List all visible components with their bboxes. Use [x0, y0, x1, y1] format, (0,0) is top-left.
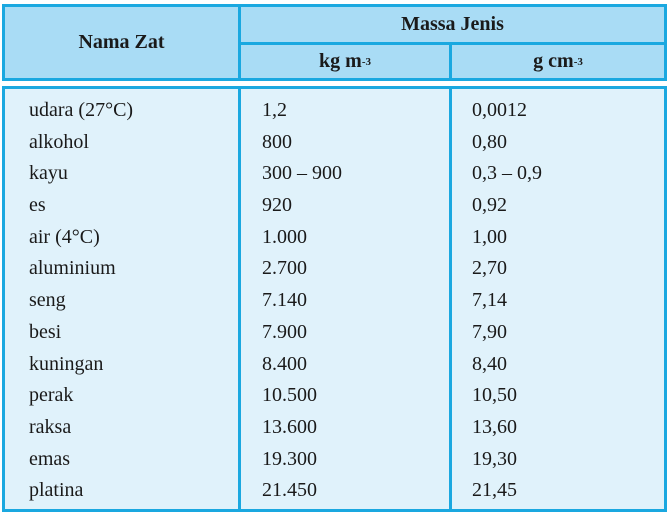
cell-kg-m3: 8.400 — [262, 352, 307, 375]
cell-kg-m3: 2.700 — [262, 257, 307, 280]
header-unit-g-cm3: g cm -3 — [533, 50, 583, 72]
cell-g-cm3: 1,00 — [472, 225, 507, 248]
cell-g-cm3: 10,50 — [472, 384, 517, 407]
cell-kg-m3: 1.000 — [262, 225, 307, 248]
table-body: udara (27°C) 1,2 0,0012 alkohol 800 0,80 kay… — [2, 86, 667, 512]
unit-g-label: g cm — [533, 50, 574, 72]
cell-g-cm3: 0,0012 — [472, 99, 527, 121]
cell-g-cm3: 2,70 — [472, 257, 507, 280]
table-row: es 920 0,92 — [5, 190, 664, 222]
table-header: Nama Zat Massa Jenis kg m -3 g cm -3 — [2, 4, 667, 81]
table-row: air (4°C) 1.000 1,00 — [5, 222, 664, 254]
cell-g-cm3: 8,40 — [472, 352, 507, 375]
cell-name: perak — [29, 384, 74, 407]
cell-kg-m3: 10.500 — [262, 384, 317, 407]
table-row: perak 10.500 10,50 — [5, 380, 664, 412]
cell-g-cm3: 13,60 — [472, 415, 517, 438]
cell-g-cm3: 19,30 — [472, 447, 517, 470]
cell-name: aluminium — [29, 257, 116, 280]
cell-name: emas — [29, 447, 71, 470]
cell-g-cm3: 7,90 — [472, 320, 507, 343]
table-row: alkohol 800 0,80 — [5, 127, 664, 159]
column-divider — [238, 89, 241, 509]
density-table: Nama Zat Massa Jenis kg m -3 g cm -3 udara… — [2, 4, 667, 512]
cell-kg-m3: 21.450 — [262, 479, 317, 502]
cell-kg-m3: 300 – 900 — [262, 162, 342, 185]
cell-g-cm3: 0,3 – 0,9 — [472, 162, 542, 185]
table-row: seng 7.140 7,14 — [5, 285, 664, 317]
cell-g-cm3: 7,14 — [472, 289, 507, 312]
cell-kg-m3: 19.300 — [262, 447, 317, 470]
cell-kg-m3: 7.140 — [262, 289, 307, 312]
table-row: kuningan 8.400 8,40 — [5, 349, 664, 381]
header-massa-jenis: Massa Jenis — [241, 7, 664, 45]
cell-name: kayu — [29, 162, 68, 185]
cell-name: besi — [29, 320, 62, 343]
cell-name: platina — [29, 479, 84, 502]
cell-kg-m3: 1,2 — [262, 99, 287, 121]
table-row: emas 19.300 19,30 — [5, 444, 664, 476]
table-row: platina 21.450 21,45 — [5, 475, 664, 507]
cell-kg-m3: 920 — [262, 194, 292, 217]
cell-name: raksa — [29, 415, 72, 438]
cell-kg-m3: 800 — [262, 130, 292, 153]
cell-g-cm3: 0,92 — [472, 194, 507, 217]
cell-name: alkohol — [29, 130, 89, 153]
cell-kg-m3: 13.600 — [262, 415, 317, 438]
cell-name: seng — [29, 289, 66, 312]
table-row: aluminium 2.700 2,70 — [5, 253, 664, 285]
cell-g-cm3: 21,45 — [472, 479, 517, 502]
table-row: raksa 13.600 13,60 — [5, 412, 664, 444]
header-nama-zat: Nama Zat — [5, 7, 241, 78]
cell-name: kuningan — [29, 352, 104, 375]
cell-g-cm3: 0,80 — [472, 130, 507, 153]
cell-name: air (4°C) — [29, 225, 100, 248]
cell-name: udara (27°C) — [29, 99, 134, 121]
unit-kg-label: kg m — [319, 50, 362, 72]
header-unit-kg-m3: kg m -3 — [241, 45, 452, 78]
table-row: udara (27°C) 1,2 0,0012 — [5, 95, 664, 127]
table-row: kayu 300 – 900 0,3 – 0,9 — [5, 158, 664, 190]
column-divider — [449, 89, 452, 509]
cell-kg-m3: 7.900 — [262, 320, 307, 343]
cell-name: es — [29, 194, 46, 217]
table-row: besi 7.900 7,90 — [5, 317, 664, 349]
